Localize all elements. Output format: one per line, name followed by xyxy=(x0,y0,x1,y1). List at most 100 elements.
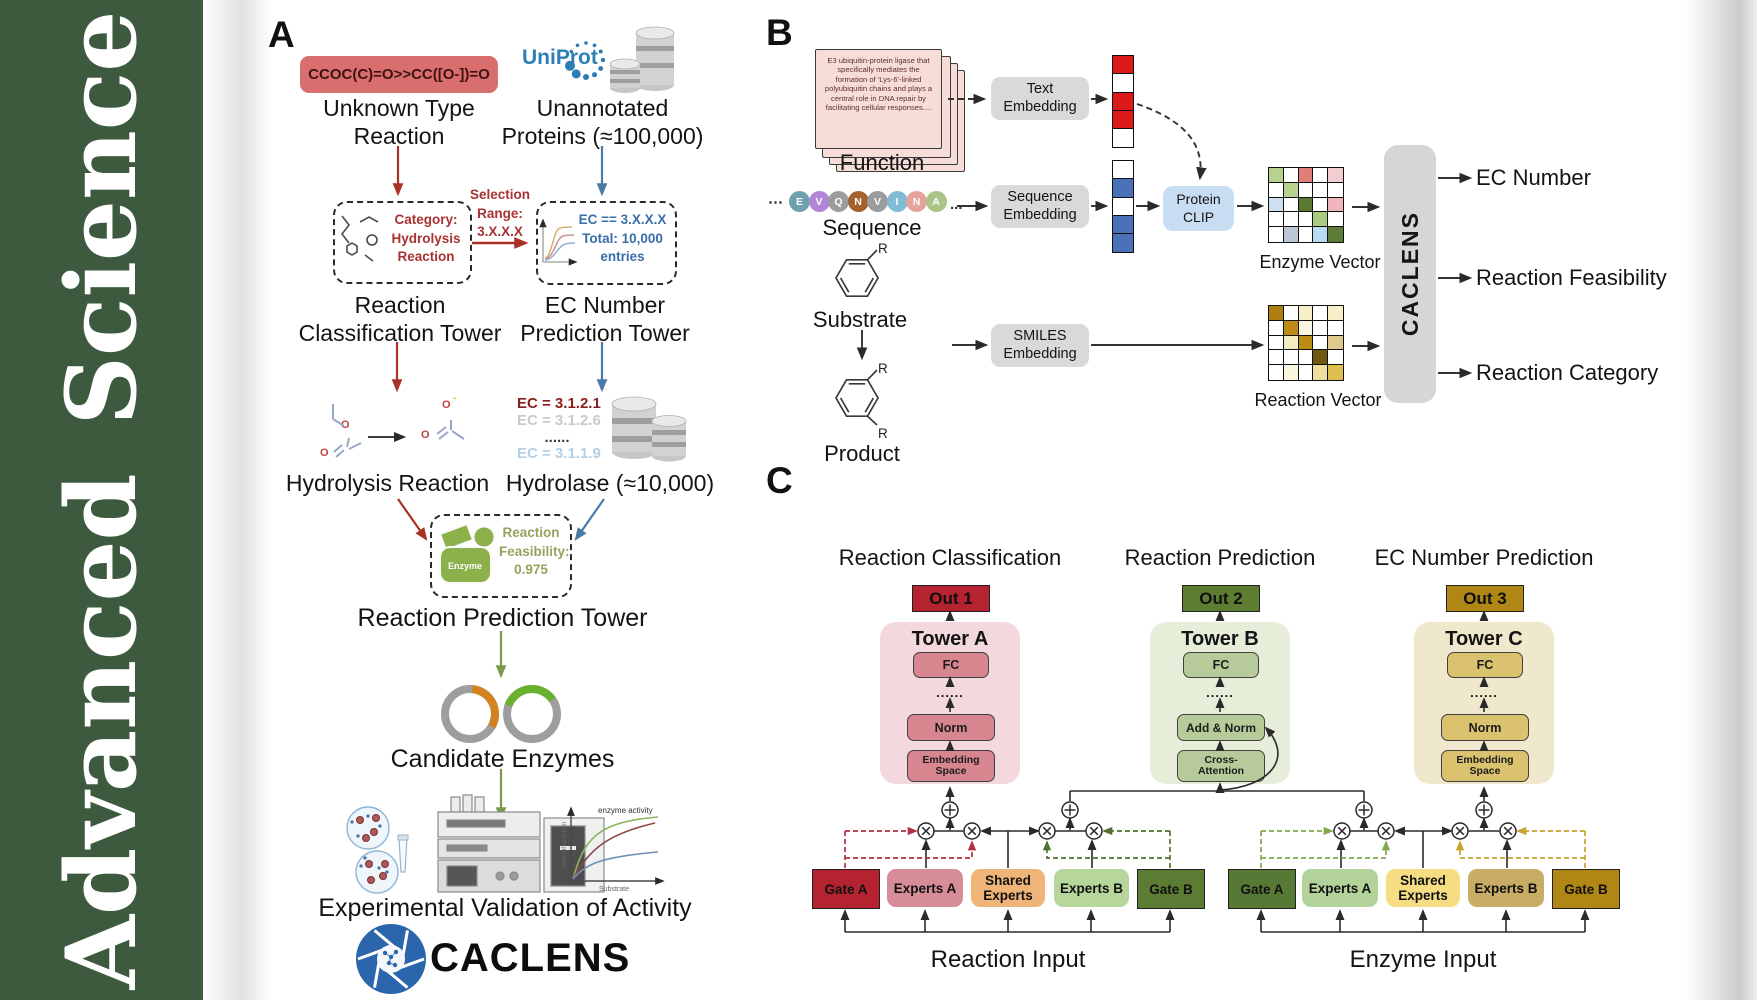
tower-b-title: Tower B xyxy=(1181,628,1259,650)
hydrolase-label: Hydrolase (≈10,000) xyxy=(505,470,715,496)
enzyme-blob-icon: Enzyme xyxy=(438,522,496,584)
product-r-group-bottom: R xyxy=(878,426,888,441)
uniprot-logo: UniProt xyxy=(522,46,598,69)
hplc-instrument-icon xyxy=(437,794,605,893)
hydrolysis-reaction-label: Hydrolysis Reaction xyxy=(285,470,490,496)
ester-carbonyl-o-atom: O xyxy=(320,447,329,459)
graph-ylabel: Rate of reaction xyxy=(561,822,568,868)
sequence-embedding-box: Sequence Embedding xyxy=(991,185,1089,228)
page-left-shadow xyxy=(203,0,273,1000)
sequence-embedding-vector xyxy=(1112,160,1134,254)
cell-sample-icon xyxy=(346,806,409,894)
category-molecules-icon xyxy=(340,215,379,262)
reaction-gate-b-box: Gate B xyxy=(1137,869,1205,909)
tower-b-dots: ...... xyxy=(1206,685,1234,700)
out-1-box: Out 1 xyxy=(912,585,990,612)
panel-c-wiring xyxy=(840,610,1590,933)
graph-xlabel: Substrate xyxy=(599,886,629,893)
smiles-embedding-box: SMILES Embedding xyxy=(991,324,1089,367)
caclens-wordmark: CACLENS xyxy=(430,936,631,980)
journal-title: Advanced Science xyxy=(0,0,203,1000)
caclens-model-block: CACLENS xyxy=(1384,145,1436,403)
sequence-ellipsis-right: ... xyxy=(950,196,963,213)
enzyme-experts-b-box: Experts B xyxy=(1468,869,1544,907)
sum-nodes xyxy=(941,801,1493,819)
output-ec-number: EC Number xyxy=(1476,165,1591,190)
output-reaction-feasibility: Reaction Feasibility xyxy=(1476,265,1667,290)
ester-o-atom: O xyxy=(341,419,350,431)
tower-a-title: Tower A xyxy=(911,628,989,650)
tower-a-embedding-space-block: Embedding Space xyxy=(907,750,995,782)
tower-c-dots: ...... xyxy=(1470,685,1498,700)
benzene-icons xyxy=(835,249,879,426)
acetate-o-atom: O xyxy=(442,399,451,411)
output-reaction-category: Reaction Category xyxy=(1476,360,1659,385)
product-label: Product xyxy=(824,441,900,466)
tower-c-title: Tower C xyxy=(1445,628,1523,650)
text-embedding-vector xyxy=(1112,55,1134,149)
panel-a-flow-arrows xyxy=(368,146,608,821)
reaction-input-label: Reaction Input xyxy=(930,946,1086,973)
reaction-prediction-tower-label: Reaction Prediction Tower xyxy=(357,604,648,632)
enzyme-gate-b-box: Gate B xyxy=(1552,869,1620,909)
uniprot-dots-icon xyxy=(565,41,606,80)
ec-curves-icon xyxy=(539,218,578,266)
graph-curve-label: enzyme activity xyxy=(598,806,653,815)
gate-dashed-wiring xyxy=(844,826,1586,868)
hydrolysis-molecules-icon xyxy=(332,404,465,458)
panel-a-label: A xyxy=(268,14,295,55)
out-2-box: Out 2 xyxy=(1182,585,1260,612)
enzyme-experts-a-box: Experts A xyxy=(1302,869,1378,907)
reaction-gate-a-box: Gate A xyxy=(812,869,880,909)
panel-b-arrows xyxy=(856,93,1473,379)
journal-word-advanced: Advanced xyxy=(45,473,158,990)
experimental-validation-label: Experimental Validation of Activity xyxy=(318,894,692,922)
enzyme-vector-grid xyxy=(1268,167,1344,243)
header-reaction-prediction: Reaction Prediction xyxy=(1124,545,1316,570)
reaction-vector-label: Reaction Vector xyxy=(1254,390,1382,410)
plasmid-icons xyxy=(441,684,561,743)
tower-b-cross-attention-block: Cross- Attention xyxy=(1177,750,1265,782)
sequence-ellipsis-left: ⋯ xyxy=(768,194,783,211)
substrate-r-group: R xyxy=(878,241,888,256)
header-ec-number-prediction: EC Number Prediction xyxy=(1374,545,1594,570)
activity-graph: enzyme activity Rate of reaction Substra… xyxy=(561,806,665,893)
header-reaction-classification: Reaction Classification xyxy=(838,545,1062,570)
candidate-enzymes-label: Candidate Enzymes xyxy=(390,745,615,773)
protein-clip-box: Protein CLIP xyxy=(1163,186,1234,231)
tower-a-dots: ...... xyxy=(936,685,964,700)
journal-sidebar: Advanced Science xyxy=(0,0,203,1000)
reaction-smiles-box: CCOC(C)=O>>CC([O-])=O xyxy=(300,56,498,93)
enzyme-vector-label: Enzyme Vector xyxy=(1259,252,1381,272)
panel-b-label: B xyxy=(766,12,793,53)
sequence-label: Sequence xyxy=(822,215,922,240)
journal-word-science: Science xyxy=(45,10,158,426)
reaction-category-text: Category: Hydrolysis Reaction xyxy=(391,212,461,264)
caclens-logo-icon xyxy=(356,924,426,994)
page-right-shadow xyxy=(1686,0,1757,1000)
reaction-smiles: CCOC(C)=O>>CC([O-])=O xyxy=(308,66,490,83)
ec-selection-box xyxy=(536,201,677,285)
product-nodes xyxy=(917,822,1517,840)
enzyme-input-label: Enzyme Input xyxy=(1349,946,1497,973)
reaction-shared-experts-box: Shared Experts xyxy=(971,869,1045,907)
unannotated-proteins-label: Unannotated Proteins (≈100,000) xyxy=(501,95,704,149)
ec-selection-text: EC == 3.X.X.X Total: 10,000 entries xyxy=(578,212,667,264)
reaction-experts-a-box: Experts A xyxy=(887,869,963,907)
uniprot-database-icon xyxy=(609,26,675,93)
acetate-minus-charge: - xyxy=(453,393,457,404)
selection-range-label: Selection Range: 3.X.X.X xyxy=(469,187,531,239)
text-embedding-box: Text Embedding xyxy=(991,77,1089,120)
ec-number-prediction-tower-label: EC Number Prediction Tower xyxy=(520,292,690,346)
ec-number-list: EC = 3.1.2.1 EC = 3.1.2.6 ...... EC = 3.… xyxy=(517,395,601,463)
ec-database-icon xyxy=(611,396,687,462)
enzyme-gate-a-box: Gate A xyxy=(1228,869,1296,909)
enzyme-blob-label: Enzyme xyxy=(448,561,482,571)
substrate-label: Substrate xyxy=(812,307,908,332)
reaction-experts-b-box: Experts B xyxy=(1054,869,1129,907)
enzyme-shared-experts-box: Shared Experts xyxy=(1386,869,1460,907)
acetate-carbonyl-o-atom: O xyxy=(421,429,430,441)
reaction-feasibility-text: Reaction Feasibility: 0.975 xyxy=(499,525,570,577)
